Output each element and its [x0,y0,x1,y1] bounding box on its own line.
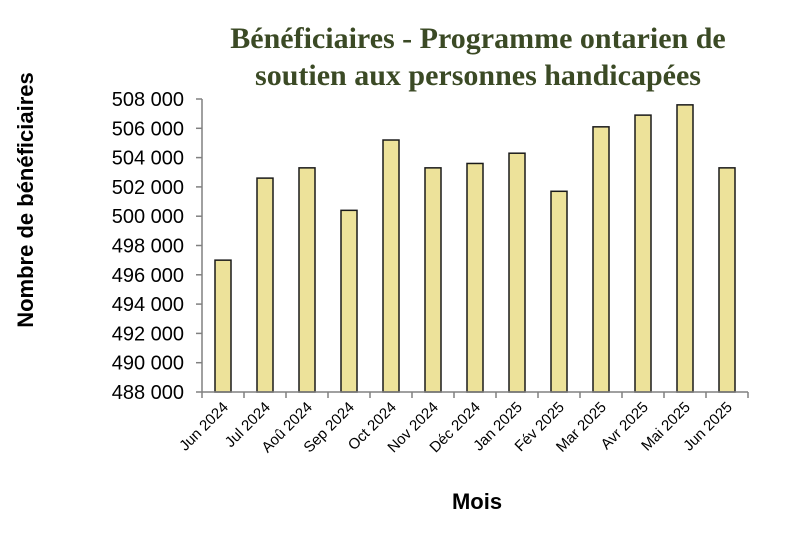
bar [214,259,232,393]
y-tick-label: 504 000 [112,148,184,170]
bar [466,162,484,393]
bar [424,167,442,393]
y-tick-label: 506 000 [112,118,184,140]
y-tick-label: 508 000 [112,89,184,111]
bar [634,114,652,393]
bar [298,167,316,393]
chart-title: Bénéficiaires - Programme ontarien de so… [230,22,725,92]
x-tick-label: Jun 2024 [176,399,232,455]
bar [508,152,526,393]
y-axis-ticks: 488 000 490 000 492 000 494 000 496 000 498 0… [112,89,202,404]
bar [676,104,694,393]
y-tick-label: 488 000 [112,382,184,404]
y-tick-label: 498 000 [112,236,184,258]
y-tick-label: 500 000 [112,206,184,228]
y-tick-label: 502 000 [112,177,184,199]
y-axis-title: Nombre de bénéficiaires [13,72,38,328]
y-tick-label: 496 000 [112,265,184,287]
bar [382,139,400,393]
x-axis-title: Mois [452,489,502,514]
bar [340,209,358,393]
bar [592,126,610,393]
y-tick-label: 492 000 [112,323,184,345]
chart-title-line-2: soutien aux personnes handicapées [255,59,701,92]
bar [718,167,736,393]
bars [214,104,736,393]
bar [550,190,568,393]
y-tick-label: 494 000 [112,294,184,316]
y-tick-label: 490 000 [112,353,184,375]
bar [256,177,274,393]
chart-title-line-1: Bénéficiaires - Programme ontarien de [230,22,725,55]
